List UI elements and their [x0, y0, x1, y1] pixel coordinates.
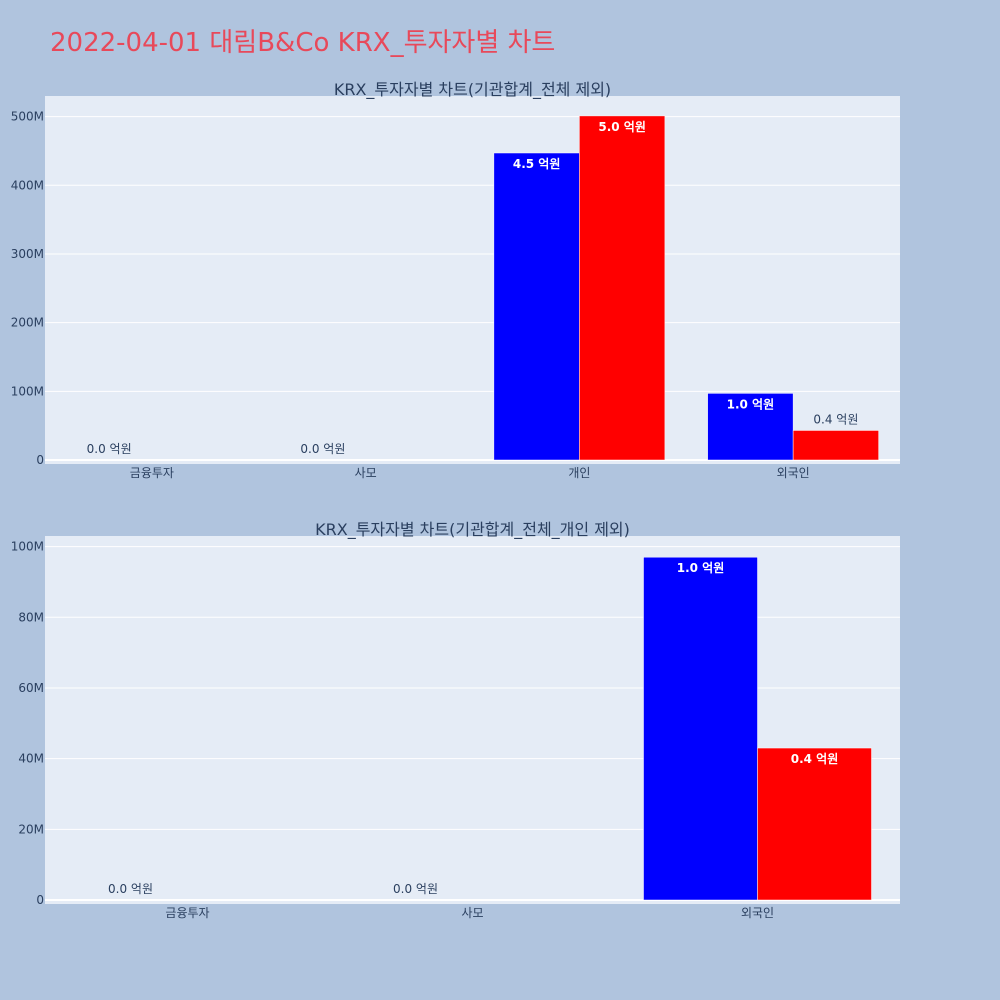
chart-title-1: KRX_투자자별 차트(기관합계_전체 제외) — [334, 80, 611, 100]
y-tick-label: 300M — [11, 247, 44, 261]
y-tick-label: 100M — [11, 384, 44, 398]
y-tick-label: 200M — [11, 316, 44, 330]
x-tick-label: 금융투자 — [130, 466, 174, 480]
bar — [792, 430, 879, 461]
y-tick-label: 40M — [18, 752, 44, 766]
chart-title-2: KRX_투자자별 차트(기관합계_전체_개인 제외) — [315, 520, 630, 540]
data-label: 0.0 억원 — [87, 442, 132, 456]
y-tick-label: 0 — [36, 893, 44, 907]
x-tick-label: 외국인 — [777, 466, 810, 480]
data-label: 0.0 억원 — [393, 882, 438, 896]
bar — [493, 152, 580, 461]
data-label: 5.0 억원 — [598, 120, 646, 134]
data-label: 0.0 억원 — [300, 442, 345, 456]
x-tick-label: 사모 — [355, 466, 377, 480]
x-tick-label: 금융투자 — [165, 906, 209, 920]
data-label: 1.0 억원 — [727, 397, 775, 411]
data-label: 4.5 억원 — [513, 157, 561, 171]
data-label: 1.0 억원 — [677, 561, 725, 575]
y-tick-label: 20M — [18, 822, 44, 836]
y-tick-label: 400M — [11, 178, 44, 192]
y-tick-label: 100M — [11, 540, 44, 554]
y-tick-label: 500M — [11, 110, 44, 124]
y-tick-label: 60M — [18, 681, 44, 695]
data-label: 0.4 억원 — [791, 752, 839, 766]
bar — [707, 393, 794, 461]
bar — [643, 556, 758, 901]
y-tick-label: 80M — [18, 610, 44, 624]
data-label: 0.4 억원 — [813, 412, 858, 426]
page-title: 2022-04-01 대림B&Co KRX_투자자별 차트 — [50, 28, 556, 58]
y-tick-label: 0 — [36, 453, 44, 467]
x-tick-label: 사모 — [461, 906, 483, 920]
x-tick-label: 외국인 — [741, 906, 774, 920]
bar — [579, 115, 666, 461]
x-tick-label: 개인 — [568, 466, 590, 480]
data-label: 0.0 억원 — [108, 882, 153, 896]
bar — [757, 747, 872, 901]
